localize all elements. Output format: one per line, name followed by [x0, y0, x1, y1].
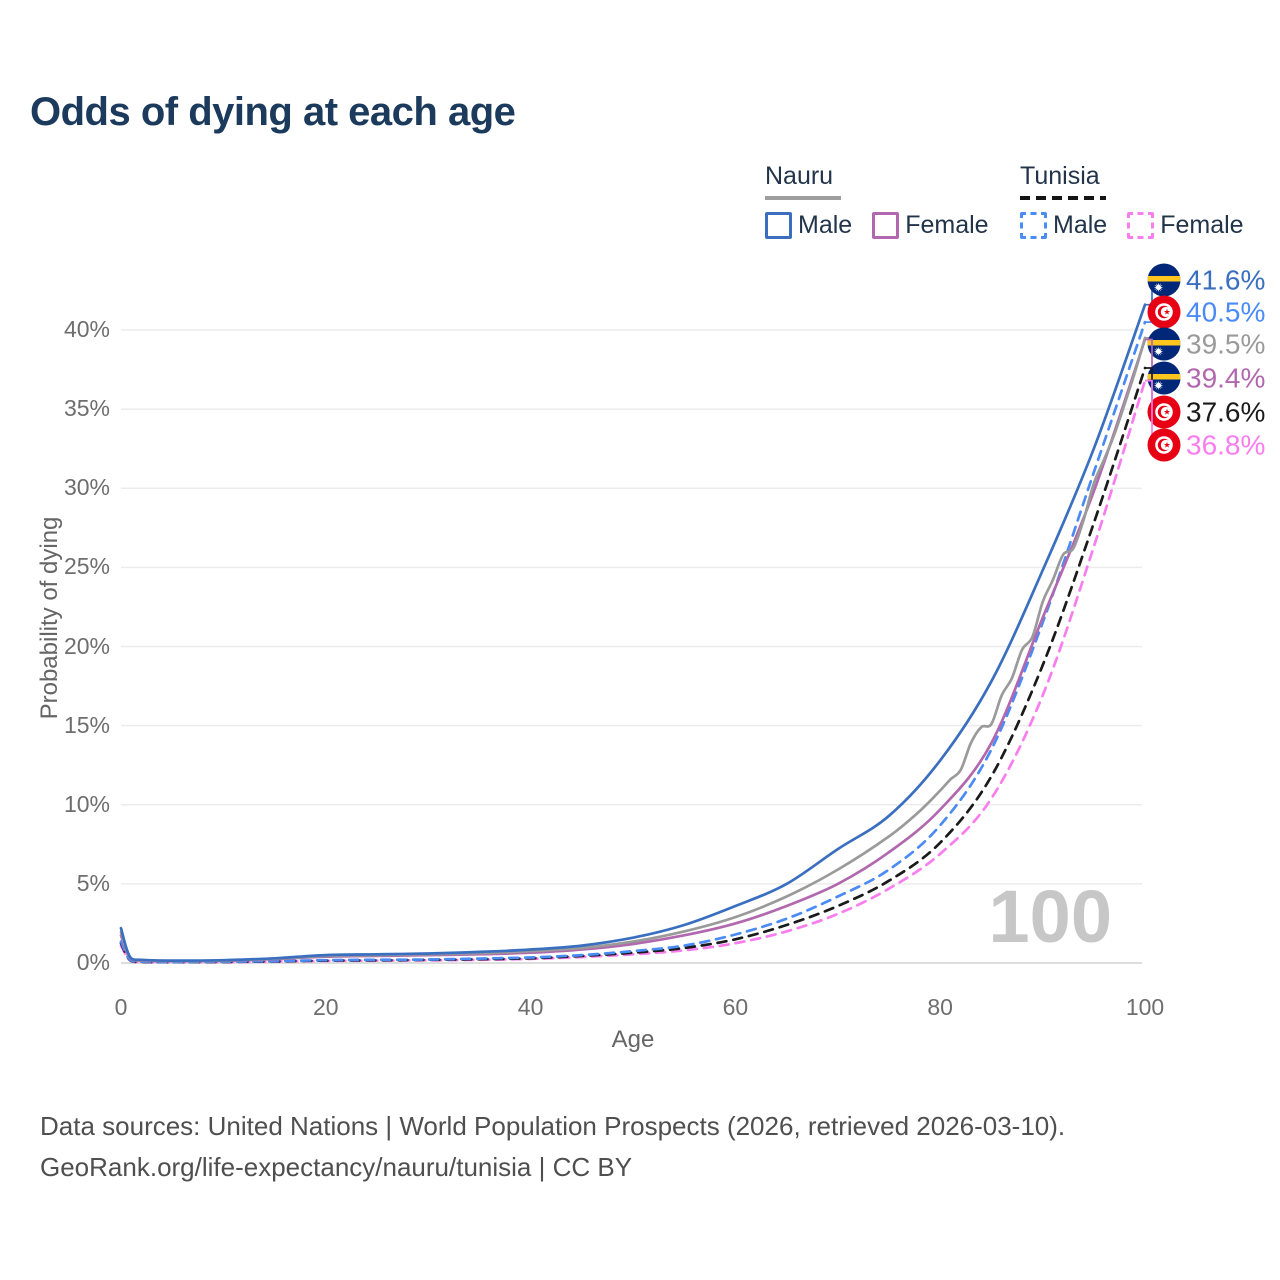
end-label-value: 36.8% — [1186, 430, 1265, 461]
nauru-male-swatch-icon — [765, 212, 792, 239]
legend-item-tunisia-female[interactable]: Female — [1127, 211, 1263, 240]
legend-label-tunisia-female: Female — [1160, 211, 1244, 239]
x-tick-80: 80 — [927, 994, 953, 1020]
nauru-female-swatch-icon — [872, 212, 900, 239]
end-label-value: 40.5% — [1186, 297, 1265, 328]
series-line-nauru-male[interactable] — [119, 303, 1147, 962]
y-tick-10: 10% — [63, 790, 110, 817]
legend-group-tunisia: Tunisia Male Female — [1020, 162, 1264, 240]
y-tick-20: 20% — [63, 632, 110, 659]
tunisia-dashed-line-sample — [1020, 196, 1106, 200]
legend-item-nauru-male[interactable]: Male — [765, 211, 872, 240]
x-tick-60: 60 — [722, 994, 749, 1020]
x-tick-0: 0 — [114, 994, 128, 1020]
tunisia-female-swatch-icon — [1127, 212, 1155, 239]
series-line-nauru-both[interactable] — [119, 336, 1147, 963]
legend-label-nauru-female: Female — [905, 211, 989, 239]
legend-label-tunisia-male: Male — [1053, 211, 1108, 239]
legend-item-nauru-female[interactable]: Female — [872, 211, 1008, 240]
y-tick-40: 40% — [63, 316, 110, 342]
legend-header-nauru[interactable]: Nauru — [765, 162, 1009, 200]
nauru-flag-icon — [1147, 263, 1181, 297]
x-axis-title: Age — [611, 1026, 655, 1053]
nauru-flag-icon — [1147, 327, 1181, 361]
end-label-value: 39.5% — [1186, 329, 1265, 360]
page-title: Odds of dying at each age — [30, 90, 516, 134]
legend-label-nauru-male: Male — [798, 211, 853, 239]
tunisia-male-swatch-icon — [1020, 212, 1047, 239]
footer: Data sources: United Nations | World Pop… — [40, 1106, 1065, 1188]
tunisia-flag-icon — [1147, 395, 1181, 429]
end-label-value: 41.6% — [1186, 265, 1265, 296]
footer-data-sources: Data sources: United Nations | World Pop… — [40, 1111, 1066, 1141]
end-label-value: 37.6% — [1186, 397, 1265, 428]
hover-age-watermark: 100 — [989, 875, 1112, 958]
y-tick-15: 15% — [63, 711, 110, 738]
nauru-solid-line-sample — [765, 196, 841, 200]
end-label-value: 39.4% — [1186, 363, 1265, 394]
footer-attribution: GeoRank.org/life-expectancy/nauru/tunisi… — [40, 1152, 633, 1182]
tunisia-flag-icon — [1147, 428, 1181, 462]
y-tick-25: 25% — [63, 553, 110, 580]
series-line-tunisia-both[interactable] — [119, 366, 1147, 964]
legend-group-nauru: Nauru Male Female — [765, 162, 1009, 240]
nauru-flag-icon — [1147, 361, 1181, 395]
series-line-nauru-female[interactable] — [119, 338, 1147, 963]
x-tick-20: 20 — [313, 994, 339, 1020]
tunisia-flag-icon — [1147, 295, 1181, 329]
y-tick-5: 5% — [76, 869, 110, 896]
y-tick-35: 35% — [63, 395, 110, 422]
legend-header-tunisia[interactable]: Tunisia — [1020, 162, 1264, 200]
y-tick-30: 30% — [63, 474, 110, 501]
y-tick-0: 0% — [76, 949, 110, 975]
x-tick-100: 100 — [1125, 994, 1165, 1020]
x-tick-40: 40 — [517, 994, 544, 1020]
legend-header-nauru-label: Nauru — [765, 162, 834, 190]
series-line-tunisia-male[interactable] — [119, 320, 1147, 964]
legend-header-tunisia-label: Tunisia — [1020, 162, 1100, 190]
legend-item-tunisia-male[interactable]: Male — [1020, 211, 1127, 240]
